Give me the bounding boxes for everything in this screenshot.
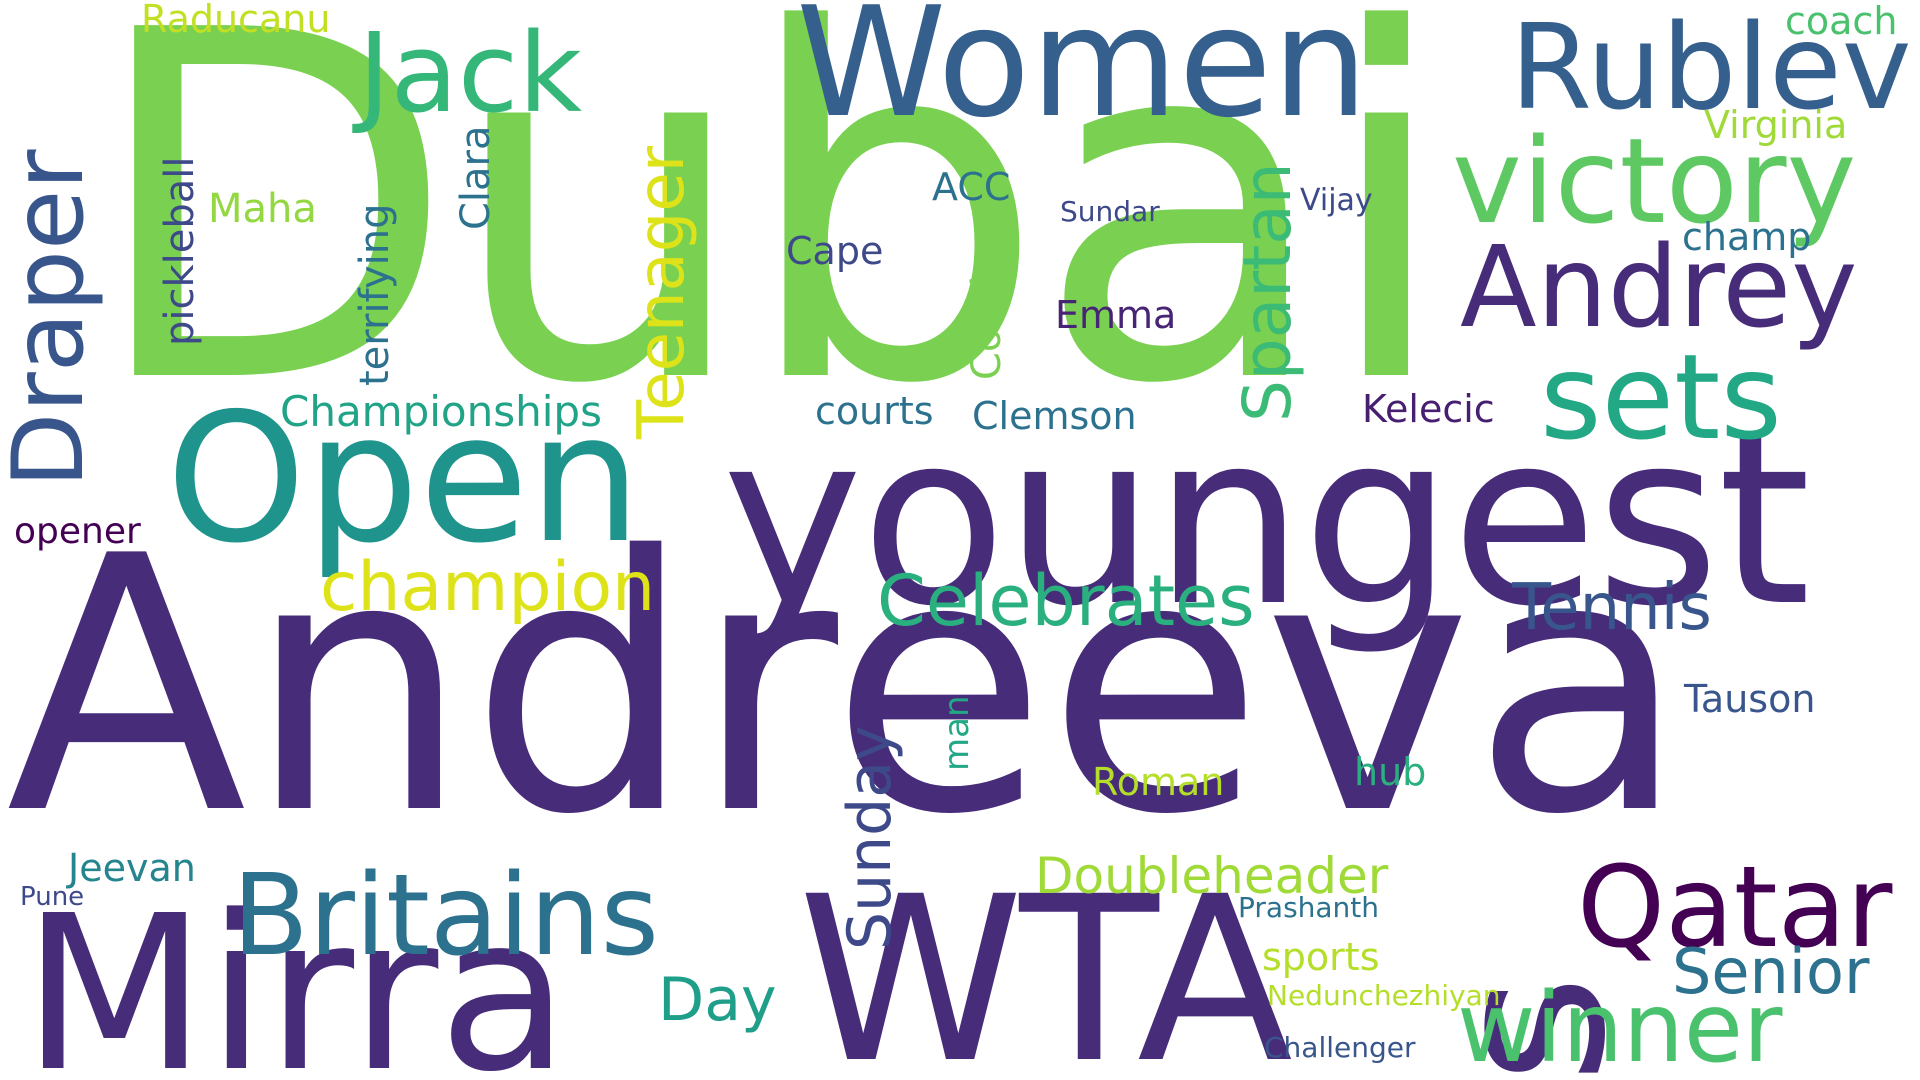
word-clemson: Clemson <box>972 394 1137 438</box>
word-jack: Jack <box>358 9 583 137</box>
word-draper: Draper <box>0 149 106 488</box>
word-rublev: Rublev <box>1510 0 1912 136</box>
word-open: Open <box>166 375 642 582</box>
word-coral: Coral <box>964 275 1010 380</box>
word-emma: Emma <box>1055 293 1177 337</box>
word-britains: Britains <box>232 851 659 981</box>
word-teenager: Teenager <box>625 145 699 439</box>
word-day: Day <box>658 965 777 1035</box>
word-wta: WTA <box>798 847 1293 1080</box>
word-maha: Maha <box>208 186 317 232</box>
word-coach: coach <box>1785 0 1898 43</box>
word-tauson: Tauson <box>1684 677 1816 721</box>
word-prashanth: Prashanth <box>1238 891 1380 924</box>
word-women: Women <box>796 0 1369 151</box>
word-champ: champ <box>1682 215 1812 259</box>
word-raducanu: Raducanu <box>141 0 331 41</box>
word-tennis: Tennis <box>1512 571 1712 645</box>
word-youngest: youngest <box>722 382 1811 659</box>
word-mirra: Mirra <box>22 870 570 1080</box>
word-jeevan: Jeevan <box>68 846 196 890</box>
word-andrey: Andrey <box>1460 223 1858 353</box>
word-sunday: Sunday <box>835 725 905 950</box>
word-terrifying: terrifying <box>352 203 398 387</box>
word-pickleball: pickleball <box>157 156 203 346</box>
word-cape: Cape <box>786 229 884 273</box>
word-man: man <box>937 695 977 771</box>
word-hub: hub <box>1354 750 1427 794</box>
word-acc: ACC <box>932 165 1011 209</box>
word-courts: courts <box>815 389 934 433</box>
word-nedunchezhiyan: Nedunchezhiyan <box>1267 979 1501 1012</box>
word-kelecic: Kelecic <box>1362 387 1495 431</box>
word-victory: victory <box>1452 112 1857 250</box>
word-qatar: Qatar <box>1577 843 1893 973</box>
word-clara: Clara <box>453 125 499 230</box>
word-vijay: Vijay <box>1300 183 1373 218</box>
word-roman: Roman <box>1092 760 1225 804</box>
word-sundar: Sundar <box>1060 195 1160 228</box>
word-celebrates: Celebrates <box>877 560 1255 642</box>
word-sets: sets <box>1540 328 1782 466</box>
word-dubai: Dubai <box>87 0 1453 489</box>
word-senior: Senior <box>1672 935 1870 1008</box>
word-challenger: Challenger <box>1264 1031 1416 1064</box>
word-sports: sports <box>1262 935 1380 979</box>
word-opener: opener <box>14 511 141 552</box>
word-winner: winner <box>1457 972 1783 1080</box>
word-pune: Pune <box>20 882 85 912</box>
word-virginia: Virginia <box>1704 103 1848 147</box>
word-doubleheader: Doubleheader <box>1035 847 1389 905</box>
word-championships: Championships <box>280 387 602 436</box>
word-champion: champion <box>320 548 656 627</box>
word-spartan: Spartan <box>1229 162 1306 422</box>
word-andreeva: Andreeva <box>6 482 1688 892</box>
